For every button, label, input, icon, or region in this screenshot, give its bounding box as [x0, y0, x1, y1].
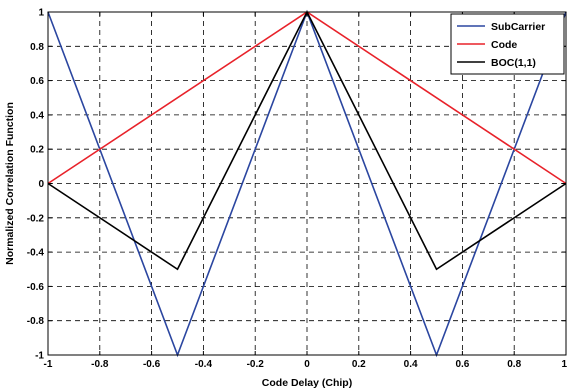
y-tick-label: 0.4 — [30, 110, 44, 121]
legend-entry: SubCarrier — [491, 21, 545, 33]
legend-entry: BOC(1,1) — [491, 57, 536, 69]
x-tick-label: -0.2 — [247, 359, 265, 370]
x-tick-label: 0.8 — [507, 359, 521, 370]
x-tick-label: -1 — [44, 359, 53, 370]
x-tick-label: 0.4 — [404, 359, 418, 370]
y-tick-label: -0.8 — [27, 316, 45, 327]
y-tick-label: 0 — [38, 179, 44, 190]
y-tick-labels: -1 -0.8 -0.6 -0.4 -0.2 0 0.2 0.4 0.6 0.8 1 — [27, 8, 45, 362]
y-tick-label: 0.6 — [30, 76, 44, 87]
x-tick-label: -0.4 — [195, 359, 213, 370]
y-tick-label: -0.4 — [27, 248, 45, 259]
y-tick-label: 1 — [38, 8, 44, 19]
y-tick-label: 0.8 — [30, 42, 44, 53]
axis-ticks — [47, 11, 567, 356]
x-tick-labels: -1 -0.8 -0.6 -0.4 -0.2 0 0.2 0.4 0.6 0.8 1 — [44, 359, 568, 370]
y-tick-label: -0.6 — [27, 282, 45, 293]
x-tick-label: -0.6 — [143, 359, 161, 370]
x-tick-label: 0.2 — [352, 359, 366, 370]
x-axis-label: Code Delay (Chip) — [262, 377, 352, 389]
x-tick-label: -0.8 — [91, 359, 109, 370]
legend-entry: Code — [491, 39, 517, 51]
x-tick-label: 0 — [304, 359, 310, 370]
y-axis-label: Normalized Correlation Function — [4, 102, 16, 265]
y-tick-label: -1 — [35, 351, 44, 362]
x-tick-label: 0.6 — [455, 359, 469, 370]
y-tick-label: 0.2 — [30, 145, 44, 156]
x-tick-label: 1 — [561, 359, 567, 370]
legend: SubCarrier Code BOC(1,1) — [450, 13, 565, 75]
y-tick-label: -0.2 — [27, 213, 45, 224]
